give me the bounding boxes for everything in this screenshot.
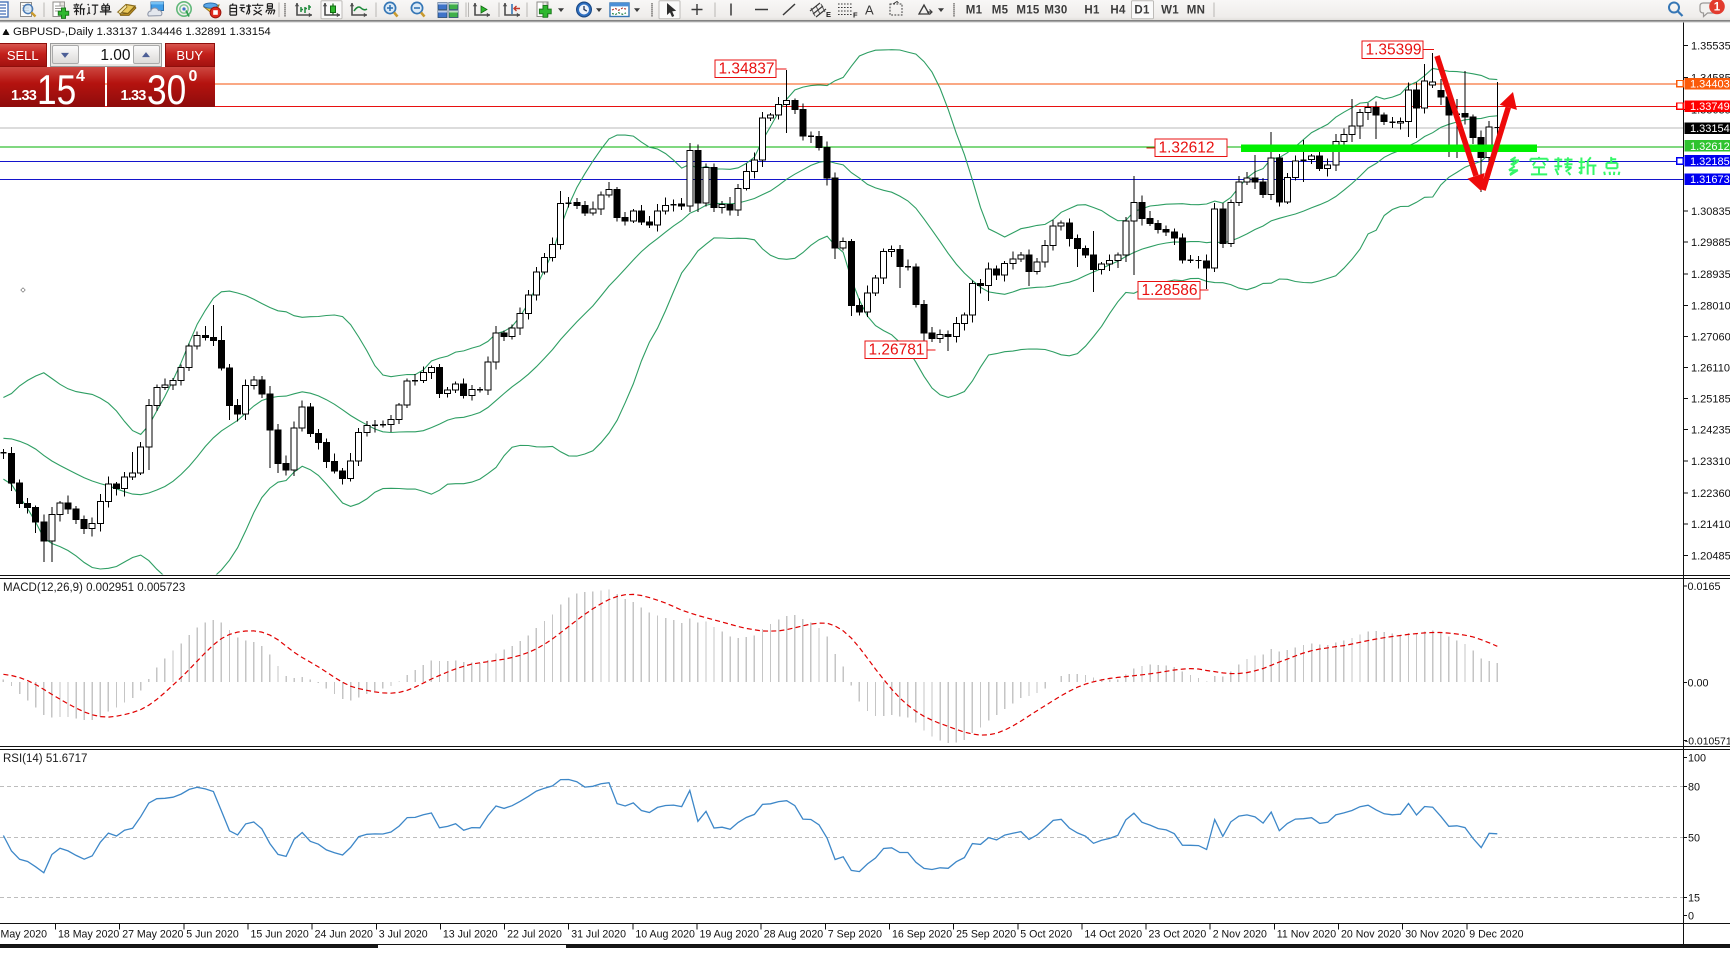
svg-text:14 Oct 2020: 14 Oct 2020 [1084, 929, 1142, 941]
svg-text:30 Nov 2020: 30 Nov 2020 [1405, 929, 1465, 941]
svg-text:25 Sep 2020: 25 Sep 2020 [956, 929, 1016, 941]
svg-text:1.20485: 1.20485 [1691, 550, 1730, 562]
svg-text:20 Nov 2020: 20 Nov 2020 [1341, 929, 1401, 941]
svg-text:1.28935: 1.28935 [1691, 269, 1730, 281]
svg-text:GBPUSD-,Daily 1.33137 1.34446: GBPUSD-,Daily 1.33137 1.34446 1.32891 1.… [13, 26, 271, 38]
svg-text:1.23310: 1.23310 [1691, 456, 1730, 468]
svg-text:9 Dec 2020: 9 Dec 2020 [1469, 929, 1523, 941]
svg-text:22 Jul 2020: 22 Jul 2020 [507, 929, 562, 941]
svg-text:MN: MN [1187, 5, 1206, 17]
svg-text:80: 80 [1688, 782, 1700, 794]
svg-text:1.31673: 1.31673 [1690, 174, 1730, 186]
svg-text:15: 15 [1688, 893, 1700, 905]
svg-text:1.22360: 1.22360 [1691, 488, 1730, 500]
svg-text:1.34403: 1.34403 [1690, 79, 1730, 91]
svg-text:11 Nov 2020: 11 Nov 2020 [1277, 929, 1336, 941]
svg-text:M15: M15 [1016, 5, 1040, 17]
svg-text:5 Oct 2020: 5 Oct 2020 [1020, 929, 1072, 941]
svg-text:1.25185: 1.25185 [1691, 393, 1730, 405]
svg-text:1.27060: 1.27060 [1691, 331, 1730, 343]
svg-text:1: 1 [1714, 2, 1721, 14]
svg-text:13 Jul 2020: 13 Jul 2020 [443, 929, 498, 941]
svg-text:H4: H4 [1110, 5, 1126, 17]
svg-text:23 Oct 2020: 23 Oct 2020 [1149, 929, 1207, 941]
svg-text:1.29885: 1.29885 [1691, 237, 1730, 249]
svg-text:50: 50 [1688, 833, 1700, 845]
svg-text:18 May 2020: 18 May 2020 [58, 929, 119, 941]
svg-text:1.24235: 1.24235 [1691, 424, 1730, 436]
svg-text:16 Sep 2020: 16 Sep 2020 [892, 929, 952, 941]
svg-text:1.26781: 1.26781 [869, 342, 925, 359]
svg-text:1.26110: 1.26110 [1691, 362, 1730, 374]
svg-text:31 Jul 2020: 31 Jul 2020 [571, 929, 626, 941]
svg-text:W1: W1 [1161, 5, 1179, 17]
svg-text:10 Aug 2020: 10 Aug 2020 [635, 929, 695, 941]
svg-text:2 Nov 2020: 2 Nov 2020 [1213, 929, 1267, 941]
svg-text:5 Jun 2020: 5 Jun 2020 [186, 929, 239, 941]
svg-text:1.30835: 1.30835 [1691, 206, 1730, 218]
svg-text:28 Aug 2020: 28 Aug 2020 [764, 929, 824, 941]
svg-text:1.32612: 1.32612 [1690, 141, 1730, 153]
svg-text:M1: M1 [966, 5, 983, 17]
svg-text:15 Jun 2020: 15 Jun 2020 [251, 929, 309, 941]
svg-text:A: A [865, 3, 874, 18]
svg-text:1.32185: 1.32185 [1690, 156, 1730, 168]
svg-text:100: 100 [1688, 753, 1706, 765]
svg-text:1.21410: 1.21410 [1691, 519, 1730, 531]
svg-text:0: 0 [1688, 911, 1694, 923]
svg-text:F: F [853, 11, 858, 20]
svg-text:RSI(14) 51.6717: RSI(14) 51.6717 [3, 753, 87, 765]
svg-text:D1: D1 [1134, 5, 1150, 17]
svg-text:-0.010571: -0.010571 [1685, 737, 1730, 748]
svg-text:MACD(12,26,9) 0.002951 0.00572: MACD(12,26,9) 0.002951 0.005723 [3, 582, 185, 594]
svg-text:1.28010: 1.28010 [1691, 300, 1730, 312]
svg-text:E: E [826, 10, 831, 19]
svg-text:24 Jun 2020: 24 Jun 2020 [315, 929, 373, 941]
svg-text:27 May 2020: 27 May 2020 [122, 929, 183, 941]
svg-text:M30: M30 [1044, 5, 1067, 17]
svg-text:19 Aug 2020: 19 Aug 2020 [700, 929, 760, 941]
svg-text:1.33749: 1.33749 [1690, 101, 1730, 113]
svg-text:May 2020: May 2020 [1, 929, 48, 941]
svg-text:1.32612: 1.32612 [1159, 140, 1215, 157]
svg-text:1.28586: 1.28586 [1142, 282, 1198, 299]
svg-text:7 Sep 2020: 7 Sep 2020 [828, 929, 882, 941]
svg-text:3 Jul 2020: 3 Jul 2020 [379, 929, 428, 941]
svg-text:1.35399: 1.35399 [1366, 42, 1422, 59]
svg-text:1.34837: 1.34837 [719, 61, 775, 78]
svg-text:1.35535: 1.35535 [1691, 41, 1730, 53]
svg-text:M5: M5 [992, 5, 1009, 17]
svg-text:0.0165: 0.0165 [1688, 581, 1721, 593]
svg-text:H1: H1 [1084, 5, 1100, 17]
svg-text:0.00: 0.00 [1688, 677, 1709, 689]
svg-text:1.33154: 1.33154 [1690, 123, 1730, 135]
